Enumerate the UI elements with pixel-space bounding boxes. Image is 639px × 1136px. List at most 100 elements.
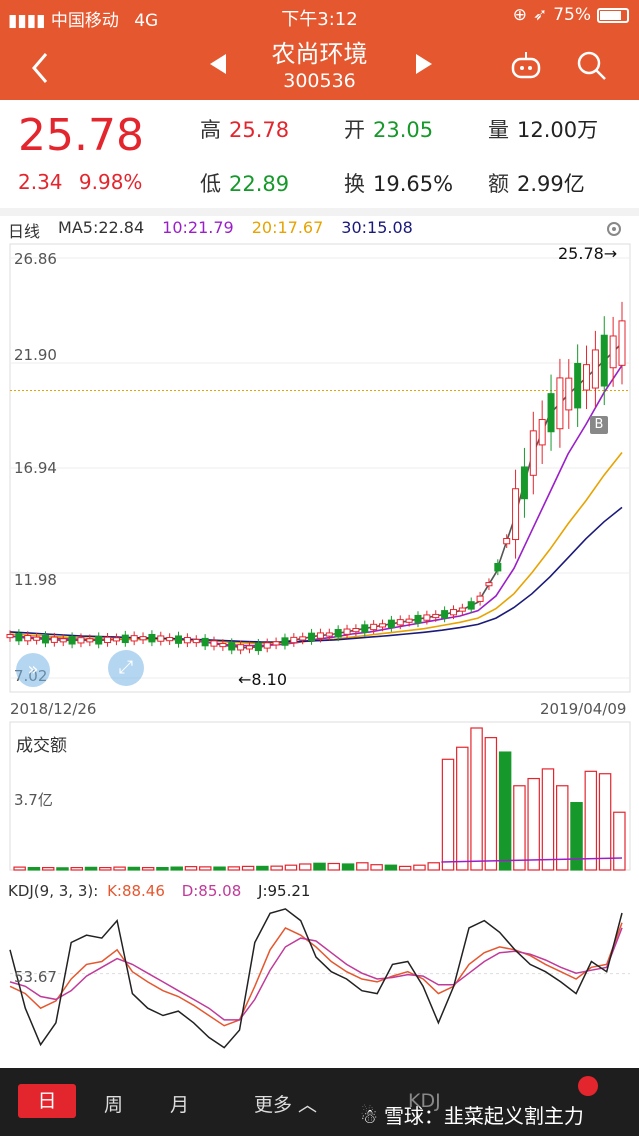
candle bbox=[574, 362, 582, 409]
candle bbox=[237, 644, 245, 651]
ma5-value: MA5:22.84 bbox=[58, 218, 145, 237]
candle bbox=[263, 642, 271, 649]
volume-value: 12.00万 bbox=[517, 118, 599, 142]
volume-bar bbox=[41, 866, 55, 871]
volume-bar bbox=[570, 802, 583, 871]
pan-left-button[interactable]: » bbox=[16, 653, 50, 687]
settings-gear-icon[interactable] bbox=[603, 218, 625, 240]
volume-panel bbox=[9, 721, 631, 871]
volume-bar bbox=[427, 862, 440, 871]
volume-bar bbox=[327, 862, 341, 871]
nav-bar: 农尚环境 300536 bbox=[0, 32, 639, 100]
end-date: 2019/04/09 bbox=[540, 700, 627, 718]
candle bbox=[591, 349, 599, 389]
candle bbox=[166, 637, 174, 642]
search-icon[interactable] bbox=[574, 48, 610, 84]
kdj-j-value: J:95.21 bbox=[258, 882, 311, 900]
volume-bar bbox=[356, 862, 369, 871]
volume-bar bbox=[241, 865, 255, 871]
candle bbox=[50, 636, 58, 643]
kdj-k-value: K:88.46 bbox=[107, 882, 165, 900]
candle bbox=[449, 609, 457, 616]
tab-more[interactable]: 更多 ︿ bbox=[254, 1090, 317, 1117]
candle bbox=[281, 637, 289, 646]
ma-line-30 bbox=[9, 506, 623, 643]
volume-bar bbox=[199, 866, 212, 871]
volume-bar bbox=[341, 863, 355, 871]
bottom-bar: 日 周 月 更多 ︿ KDJ ☃ 雪球：韭菜起义割主力 bbox=[0, 1068, 639, 1136]
battery-icon bbox=[597, 7, 629, 23]
turnover-value: 19.65% bbox=[373, 172, 454, 196]
y-tick-label: 11.98 bbox=[14, 571, 57, 589]
candle bbox=[316, 632, 324, 639]
candle bbox=[33, 636, 41, 641]
start-date: 2018/12/26 bbox=[10, 700, 97, 718]
previous-stock-icon[interactable] bbox=[206, 52, 230, 76]
ma20-value: 20:17.67 bbox=[251, 218, 324, 237]
candle bbox=[95, 636, 103, 645]
candle bbox=[254, 642, 262, 652]
charts-canvas[interactable] bbox=[0, 0, 639, 1068]
record-button[interactable] bbox=[578, 1076, 598, 1096]
next-stock-icon[interactable] bbox=[412, 52, 436, 76]
kdj-d-value: D:85.08 bbox=[181, 882, 242, 900]
low-value: 22.89 bbox=[229, 172, 290, 196]
volume-bar bbox=[227, 866, 241, 871]
period-label[interactable]: 日线 bbox=[8, 222, 41, 241]
indicator-selector[interactable]: KDJ bbox=[408, 1090, 441, 1112]
network-label: 4G bbox=[134, 11, 159, 31]
candle bbox=[547, 393, 555, 433]
tab-day[interactable]: 日 bbox=[18, 1084, 76, 1118]
ma-line-ma5 bbox=[9, 342, 623, 649]
candle bbox=[396, 619, 404, 626]
candle bbox=[157, 635, 165, 642]
candle bbox=[609, 335, 617, 369]
status-bar: ▮▮▮▮ 中国移动 4G 下午3:12 ⊕ ➶ 75% bbox=[0, 0, 639, 32]
volume-bar bbox=[56, 867, 69, 871]
volume-bar bbox=[398, 865, 412, 871]
candle bbox=[219, 642, 227, 648]
expand-chart-button[interactable]: ⤢ bbox=[108, 650, 144, 686]
candle bbox=[370, 623, 378, 631]
kline-panel bbox=[6, 243, 631, 693]
signal-icon: ▮▮▮▮ bbox=[8, 11, 46, 31]
high-label: 高 bbox=[200, 118, 221, 142]
candle bbox=[361, 624, 369, 633]
volume-bar bbox=[270, 865, 283, 871]
tab-week[interactable]: 周 bbox=[104, 1094, 124, 1116]
candle bbox=[6, 633, 14, 639]
candle bbox=[583, 364, 591, 391]
candle bbox=[343, 628, 351, 635]
candle bbox=[538, 419, 546, 446]
robot-icon[interactable] bbox=[508, 48, 544, 84]
candle bbox=[139, 636, 147, 641]
y-tick-label: 16.94 bbox=[14, 459, 57, 477]
tab-month[interactable]: 月 bbox=[170, 1094, 190, 1116]
rotation-lock-icon: ⊕ bbox=[512, 5, 527, 25]
y-tick-label: 26.86 bbox=[14, 250, 57, 268]
snowball-logo-icon: ☃ bbox=[360, 1104, 378, 1128]
price-change: 2.34 9.98% bbox=[18, 170, 142, 194]
candle bbox=[59, 638, 67, 643]
candle bbox=[148, 633, 156, 643]
candle bbox=[432, 613, 440, 619]
volume-bar bbox=[413, 864, 426, 871]
candle bbox=[441, 610, 449, 619]
kdj-title[interactable]: KDJ(9, 3, 3): bbox=[8, 882, 99, 900]
volume-bar bbox=[498, 751, 512, 871]
battery-percent: 75% bbox=[553, 5, 591, 25]
carrier-info: ▮▮▮▮ 中国移动 4G bbox=[8, 6, 158, 31]
volume-bar bbox=[584, 770, 598, 871]
volume-bar bbox=[370, 864, 383, 871]
volume-bar bbox=[156, 866, 169, 871]
kdj-legend: KDJ(9, 3, 3): K:88.46 D:85.08 J:95.21 bbox=[8, 882, 310, 900]
volume-bar bbox=[13, 866, 26, 871]
candle bbox=[201, 637, 209, 647]
volume-bar bbox=[556, 785, 569, 871]
high-field: 高 25.78 bbox=[200, 114, 289, 144]
volume-bar bbox=[99, 866, 112, 871]
volume-bar bbox=[298, 863, 312, 871]
back-arrow-icon[interactable] bbox=[26, 48, 56, 88]
buy-marker[interactable]: B bbox=[590, 416, 608, 434]
